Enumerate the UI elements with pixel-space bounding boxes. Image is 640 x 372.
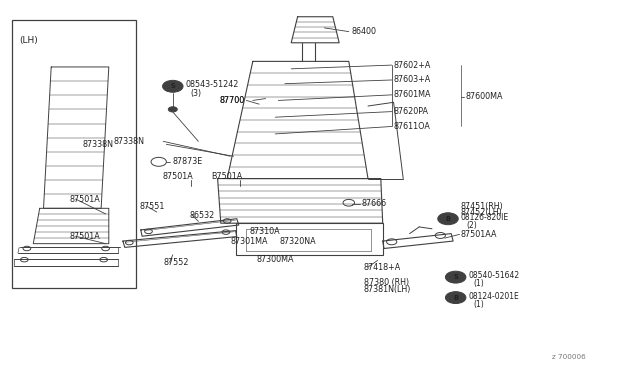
- Text: 87452(LH): 87452(LH): [461, 208, 502, 217]
- Text: (1): (1): [474, 300, 484, 309]
- Text: 08540-51642: 08540-51642: [468, 271, 520, 280]
- Text: 08543-51242: 08543-51242: [186, 80, 239, 89]
- Text: S: S: [453, 274, 458, 280]
- Circle shape: [163, 80, 183, 92]
- Text: z 700006: z 700006: [552, 354, 586, 360]
- Text: 86400: 86400: [352, 27, 377, 36]
- Text: 87602+A: 87602+A: [394, 61, 431, 70]
- Text: B7501A: B7501A: [212, 172, 243, 181]
- Bar: [12, 20, 136, 288]
- Text: 87700: 87700: [220, 96, 244, 105]
- Text: 87600MA: 87600MA: [465, 92, 503, 101]
- Bar: [236, 223, 383, 255]
- Text: 87620PA: 87620PA: [394, 107, 429, 116]
- Text: 87451(RH): 87451(RH): [461, 202, 504, 211]
- Text: 87666: 87666: [362, 199, 387, 208]
- Text: 87320NA: 87320NA: [279, 237, 316, 246]
- Text: 87300MA: 87300MA: [257, 255, 294, 264]
- Text: 87338N: 87338N: [83, 140, 114, 149]
- Text: 87611OA: 87611OA: [394, 122, 431, 131]
- Text: 87501A: 87501A: [69, 195, 100, 203]
- Text: 87380 (RH): 87380 (RH): [364, 278, 409, 287]
- Circle shape: [168, 107, 177, 112]
- Text: 87501A: 87501A: [69, 232, 100, 241]
- Text: 87551: 87551: [140, 202, 165, 211]
- Text: 87552: 87552: [163, 258, 189, 267]
- Text: 87418+A: 87418+A: [364, 263, 401, 272]
- Text: 86532: 86532: [189, 211, 214, 219]
- Text: 87338N: 87338N: [113, 137, 144, 146]
- Text: 87873E: 87873E: [173, 157, 203, 166]
- Text: S: S: [170, 83, 175, 89]
- Text: 87301MA: 87301MA: [231, 237, 268, 246]
- Circle shape: [445, 292, 466, 304]
- Text: 87310A: 87310A: [249, 227, 280, 236]
- Text: (3): (3): [191, 89, 202, 98]
- Text: 87501A: 87501A: [163, 172, 193, 181]
- Text: 87603+A: 87603+A: [394, 76, 431, 84]
- Text: (LH): (LH): [19, 36, 38, 45]
- Text: 87601MA: 87601MA: [394, 90, 431, 99]
- Circle shape: [438, 213, 458, 225]
- Text: 08126-820IE: 08126-820IE: [461, 213, 509, 222]
- Text: 87501AA: 87501AA: [461, 230, 497, 239]
- Text: B: B: [445, 216, 451, 222]
- Text: (1): (1): [474, 279, 484, 288]
- Text: 08124-0201E: 08124-0201E: [468, 292, 519, 301]
- Text: B: B: [453, 295, 458, 301]
- Circle shape: [445, 271, 466, 283]
- Text: 87381N(LH): 87381N(LH): [364, 285, 411, 294]
- Text: (2): (2): [466, 221, 477, 230]
- Text: 87700: 87700: [220, 96, 244, 105]
